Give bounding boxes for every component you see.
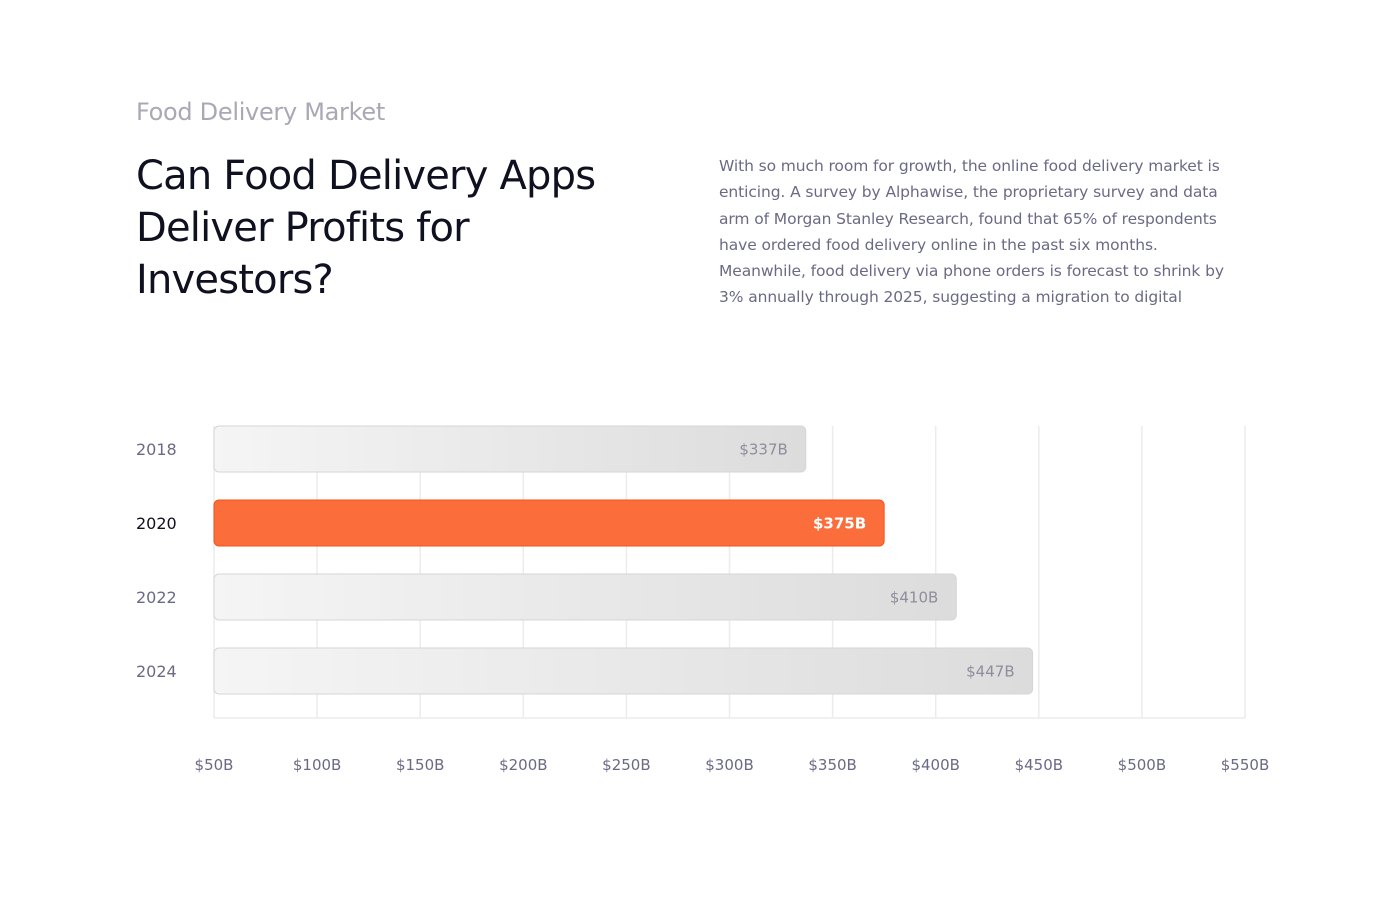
x-tick-label: $200B [499, 756, 547, 774]
description-paragraph: With so much room for growth, the online… [719, 157, 1224, 307]
eyebrow-label: Food Delivery Market [136, 98, 385, 126]
x-tick-label: $450B [1015, 756, 1063, 774]
x-axis-labels: $50B $100B $150B $200B $250B $300B $350B $400B $… [195, 756, 1270, 774]
page-title: Can Food Delivery Apps Deliver Profits f… [136, 153, 596, 303]
y-label-2020: 2020 [136, 514, 177, 533]
x-tick-label: $500B [1118, 756, 1166, 774]
x-tick-label: $100B [293, 756, 341, 774]
x-tick-label: $350B [808, 756, 856, 774]
bars: $337B $375B $410B $447B [213, 425, 1034, 695]
value-label-2020: $375B [813, 515, 866, 533]
value-label-2018: $337B [739, 441, 787, 459]
y-axis-labels: 2018 2020 2022 2024 [136, 440, 177, 681]
x-tick-label: $250B [602, 756, 650, 774]
y-label-2018: 2018 [136, 440, 177, 459]
x-tick-label: $150B [396, 756, 444, 774]
x-tick-label: $400B [911, 756, 959, 774]
y-label-2024: 2024 [136, 662, 177, 681]
value-label-2022: $410B [890, 589, 938, 607]
bar-2024 [213, 647, 1034, 695]
bar-2022 [213, 573, 957, 621]
x-tick-label: $300B [705, 756, 753, 774]
x-tick-label: $550B [1221, 756, 1269, 774]
bar-2020 [213, 499, 885, 547]
bar-2018 [213, 425, 807, 473]
x-tick-label: $50B [195, 756, 234, 774]
y-label-2022: 2022 [136, 588, 177, 607]
value-label-2024: $447B [966, 663, 1014, 681]
